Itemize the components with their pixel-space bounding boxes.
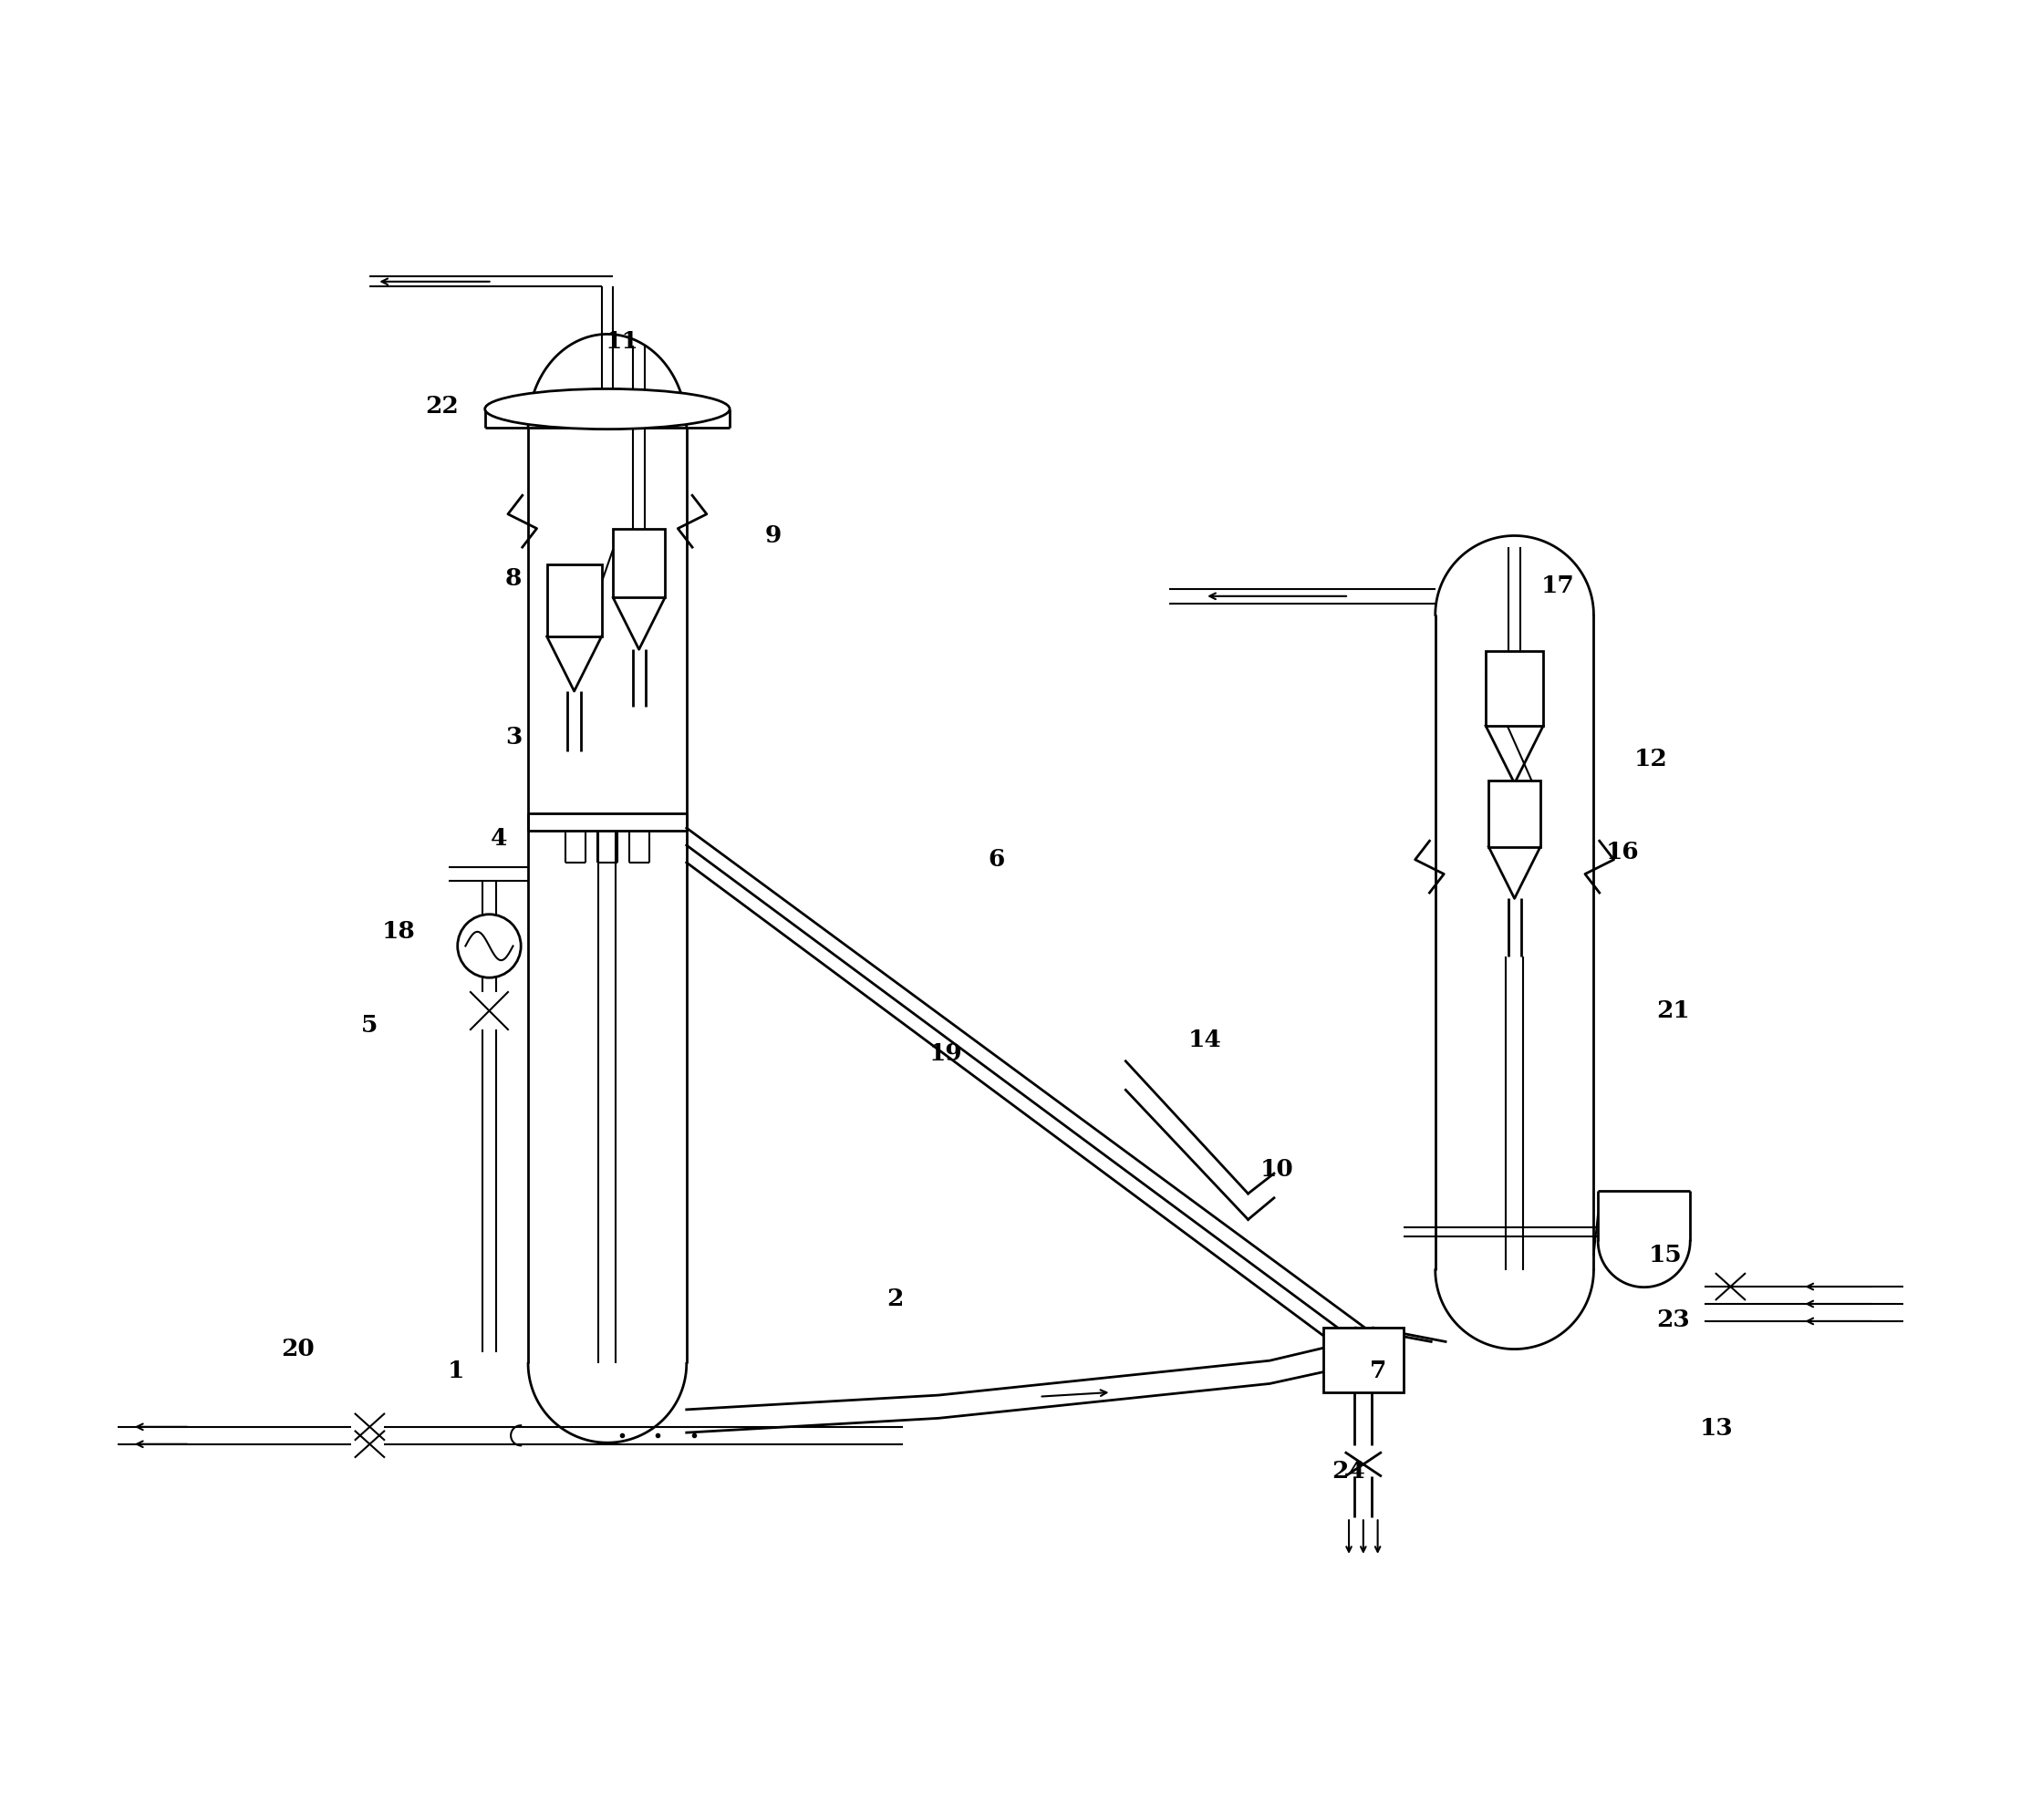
Text: 6: 6 [988,848,1004,872]
Text: 17: 17 [1540,575,1574,597]
Bar [1489,781,1540,846]
Text: 4: 4 [491,826,507,850]
Ellipse shape [485,389,730,430]
Text: 10: 10 [1261,1158,1293,1181]
Bar [1324,1327,1405,1392]
Text: 1: 1 [449,1360,465,1381]
Text: 24: 24 [1332,1460,1366,1483]
Text: 16: 16 [1607,841,1639,864]
Bar [612,528,665,597]
Text: 14: 14 [1188,1028,1223,1050]
Text: 8: 8 [505,568,521,590]
Text: 23: 23 [1655,1309,1690,1332]
Text: 2: 2 [887,1287,903,1310]
Circle shape [457,914,521,977]
Bar [1485,652,1544,726]
Text: 3: 3 [505,726,521,748]
Text: 12: 12 [1635,748,1667,770]
Text: 5: 5 [362,1014,378,1037]
Text: 21: 21 [1655,999,1690,1023]
Text: 15: 15 [1649,1245,1681,1267]
Text: 7: 7 [1370,1360,1386,1381]
Text: 11: 11 [604,329,639,353]
Text: 9: 9 [764,524,782,548]
Text: 13: 13 [1700,1418,1732,1440]
Text: 20: 20 [281,1338,315,1361]
Text: 18: 18 [382,921,414,943]
Text: 22: 22 [424,395,459,417]
Text: 19: 19 [930,1043,962,1065]
Bar [548,564,602,637]
